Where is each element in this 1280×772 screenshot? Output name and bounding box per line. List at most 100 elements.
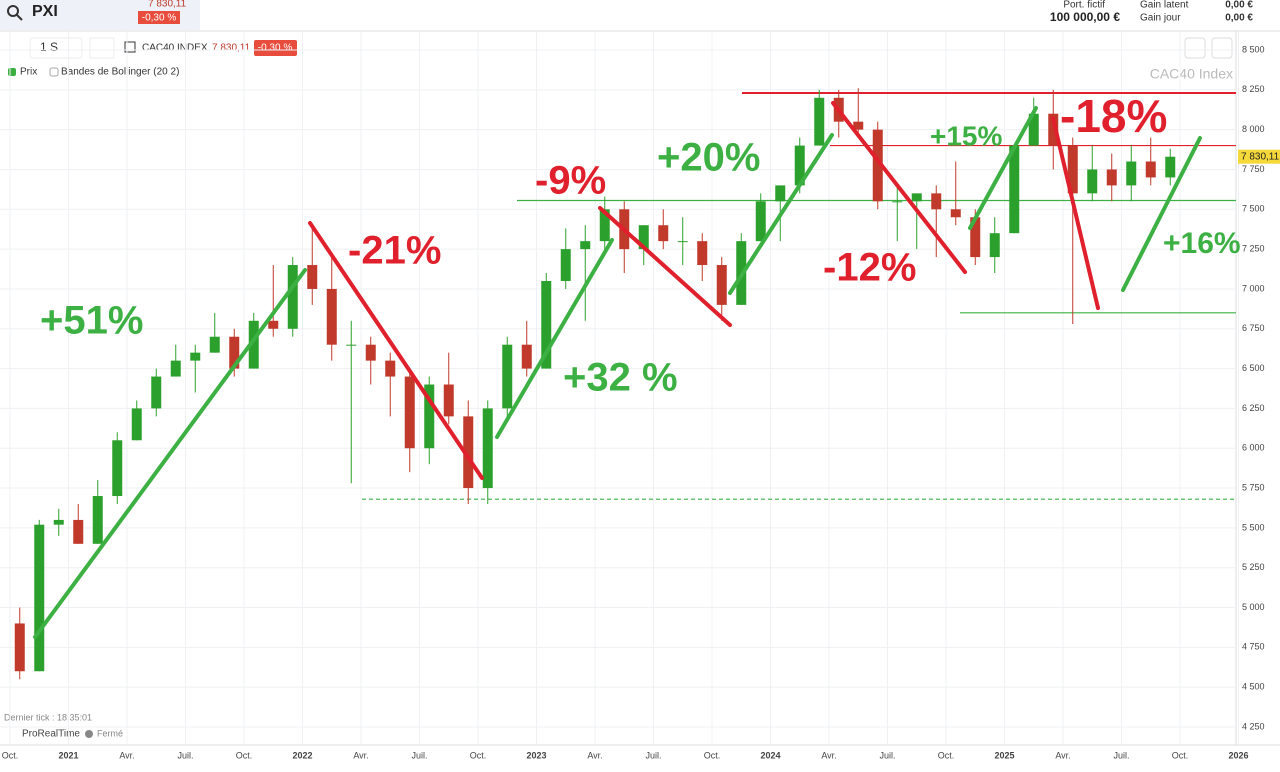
y-tick-label: 8 000 (1242, 124, 1265, 134)
period: 1 S (40, 40, 58, 54)
candle-body (814, 97, 825, 146)
trend-line (728, 133, 834, 295)
gain-jour: 0,00 € (1225, 13, 1253, 24)
trend-lines (33, 101, 1202, 639)
candle-body (911, 193, 922, 202)
candle-body (794, 145, 805, 186)
x-tick-label: 2025 (994, 750, 1014, 760)
toolbar-price: 7 830,11 (212, 43, 251, 54)
candle-body (775, 185, 786, 202)
status-dot (85, 730, 93, 738)
x-tick-label: Juil. (177, 750, 193, 760)
candle-body (853, 121, 864, 130)
candle-body (1067, 145, 1078, 194)
candle-body (970, 217, 981, 258)
candle-body (443, 384, 454, 417)
trend-line (495, 238, 614, 439)
annotation: -21% (348, 229, 441, 273)
candle-body (892, 201, 903, 203)
candle-body (112, 440, 123, 497)
search-icon (7, 5, 19, 17)
trend-line (1051, 116, 1100, 310)
y-tick-label: 7 250 (1242, 243, 1265, 253)
gain-latent-label: Gain latent (1140, 0, 1189, 11)
candle-body (404, 376, 415, 449)
candle-body (541, 280, 552, 369)
candle-body (1145, 161, 1156, 178)
y-tick-label: 4 750 (1242, 642, 1265, 652)
candle-body (931, 193, 942, 210)
y-tick-label: 4 250 (1242, 721, 1265, 731)
symbol: PXI (32, 3, 58, 20)
candle-body (1087, 169, 1098, 194)
trend-line (308, 221, 484, 480)
candle-body (73, 519, 84, 544)
annotation: -12% (823, 246, 916, 290)
info-icon (124, 41, 136, 53)
candle-body (1028, 113, 1039, 146)
tool-button[interactable] (1184, 37, 1206, 59)
y-tick-label: 7 500 (1242, 204, 1265, 214)
watermark: CAC40 Index (1150, 66, 1233, 82)
x-tick-label: Avr. (119, 750, 134, 760)
candle-body (326, 288, 337, 345)
candle-body (1106, 169, 1117, 186)
annotation: +16% (1163, 227, 1241, 260)
candle-body (209, 336, 220, 353)
toolbar-change: -0.30 % (258, 43, 293, 54)
candle-body (151, 376, 162, 409)
legend-swatch (8, 68, 16, 76)
candle-body (34, 524, 45, 672)
trend-line (1121, 136, 1202, 292)
header-change: -0,30 % (142, 13, 177, 24)
candle-body (287, 265, 298, 329)
window-button[interactable] (1211, 37, 1233, 59)
plot: CAC40 Index 4 250 4 500 4 750 5 000 5 250 5 50… (0, 31, 1280, 760)
x-tick-label: Oct. (938, 750, 955, 760)
y-tick-label: 6 750 (1242, 323, 1265, 333)
y-tick-label: 8 250 (1242, 84, 1265, 94)
x-tick-label: Juil. (1113, 750, 1129, 760)
legend-bollinger[interactable]: Bandes de Bollinger (20 2) (61, 67, 179, 78)
y-tick-label: 5 750 (1242, 482, 1265, 492)
gain-jour-label: Gain jour (1140, 13, 1181, 24)
candle-body (346, 344, 357, 346)
candle-body (580, 241, 591, 250)
last-tick: Dernier tick : 18:35:01 (4, 712, 92, 722)
x-tick-label: 2026 (1228, 750, 1248, 760)
x-tick-label: Juil. (411, 750, 427, 760)
status: Fermé (97, 728, 123, 738)
candle-body (989, 233, 1000, 258)
last-price-tag (1238, 149, 1280, 164)
y-tick-label: 7 750 (1242, 164, 1265, 174)
candle-body (424, 384, 435, 449)
x-tick-label: Avr. (587, 750, 602, 760)
gain-latent: 0,00 € (1225, 0, 1253, 11)
candle-body (658, 225, 669, 242)
annotation: +15% (930, 120, 1002, 151)
x-tick-label: Avr. (821, 750, 836, 760)
x-tick-label: Oct. (704, 750, 721, 760)
x-tick-label: Juil. (879, 750, 895, 760)
x-tick-label: 2021 (58, 750, 78, 760)
y-tick-label: 6 000 (1242, 443, 1265, 453)
candle-body (463, 416, 474, 489)
search-icon (16, 14, 23, 21)
candle-body (190, 352, 201, 361)
y-tick-label: 8 500 (1242, 44, 1265, 54)
candle-body (1165, 156, 1176, 178)
candle-body (521, 344, 532, 369)
change-badge (254, 40, 297, 56)
last-price-label: 7 830,11 (1241, 151, 1280, 162)
x-tick-label: 2024 (760, 750, 780, 760)
candle-body (229, 336, 240, 369)
legend-price[interactable]: Prix (20, 67, 37, 78)
annotation: -18% (1060, 90, 1167, 142)
candle-body (131, 408, 142, 441)
x-tick-label: Juil. (645, 750, 661, 760)
candle-body (560, 249, 571, 281)
chart-type-button[interactable] (89, 37, 115, 59)
candle-body (1048, 113, 1059, 146)
candle-body (872, 129, 883, 202)
